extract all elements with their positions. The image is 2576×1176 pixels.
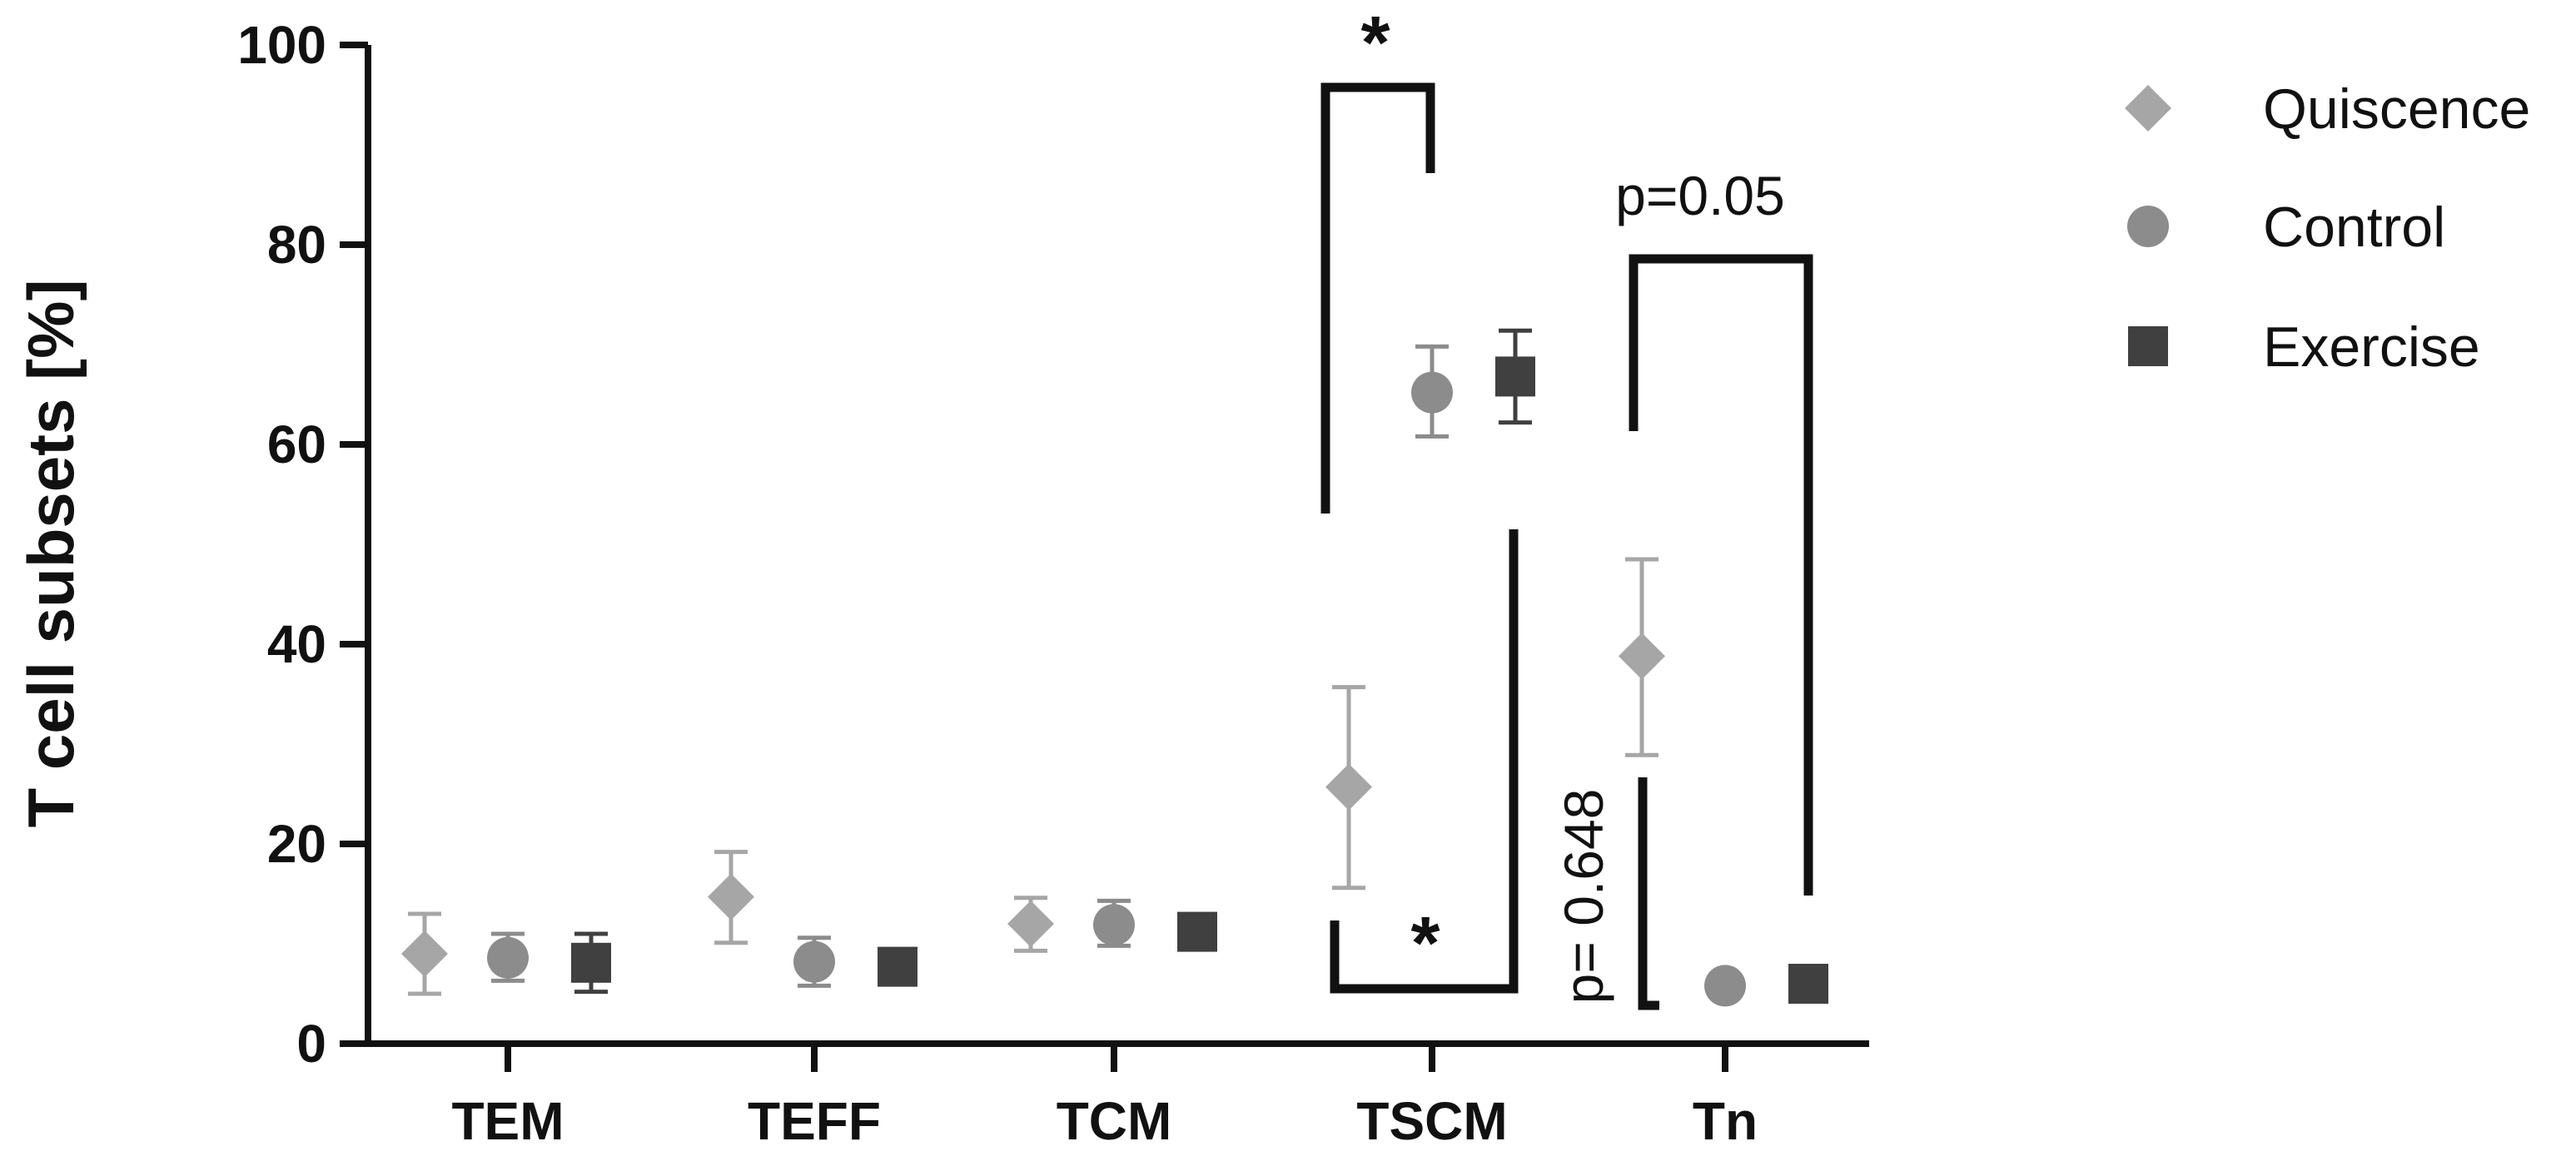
bracket-tn-top xyxy=(1629,254,1813,896)
legend-label: Control xyxy=(2263,196,2445,259)
significance-annotations: * * p=0.05 p= 0.648 xyxy=(1320,2,1813,1010)
data-point-exercise xyxy=(571,942,611,983)
data-point-quiscence xyxy=(1619,633,1665,680)
x-tick-label: TEM xyxy=(451,1091,564,1151)
x-tick-label: TCM xyxy=(1057,1091,1172,1151)
bracket-tscm-top xyxy=(1320,82,1435,514)
data-point-exercise xyxy=(1495,356,1535,397)
legend-marker-quiscence xyxy=(2125,85,2171,131)
data-point-control xyxy=(1411,371,1453,414)
bracket-tn-left xyxy=(1638,777,1659,1010)
data-point-quiscence xyxy=(708,873,754,920)
y-tick-label: 0 xyxy=(296,1014,326,1074)
y-tick-label: 40 xyxy=(267,614,326,674)
x-tick-label: TSCM xyxy=(1356,1091,1507,1151)
y-tick-label: 60 xyxy=(267,414,326,474)
data-point-quiscence xyxy=(401,930,448,977)
data-point-exercise xyxy=(1177,911,1217,952)
x-tick-label: TEFF xyxy=(748,1091,881,1151)
data-point-control xyxy=(1093,904,1135,946)
data-point-control xyxy=(487,936,529,979)
data-point-quiscence xyxy=(1325,763,1372,811)
y-tick-label: 80 xyxy=(267,215,326,275)
legend-marker-exercise xyxy=(2128,326,2168,366)
legend-label: Quiscence xyxy=(2263,77,2530,141)
y-axis-title: T cell subsets [%] xyxy=(14,280,87,828)
bracket-tscm-bottom xyxy=(1330,529,1519,994)
significance-star: * xyxy=(1360,2,1390,85)
data-point-quiscence xyxy=(1007,901,1054,947)
legend-marker-control xyxy=(2127,206,2169,247)
legend-label: Exercise xyxy=(2263,315,2480,379)
significance-star: * xyxy=(1410,902,1440,985)
data-point-exercise xyxy=(1788,964,1828,1004)
x-tick-label: Tn xyxy=(1693,1091,1758,1151)
data-point-control xyxy=(1704,965,1746,1007)
data-point-exercise xyxy=(878,946,918,987)
legend: Quiscence Control Exercise xyxy=(2125,77,2530,379)
data-point-control xyxy=(793,940,835,983)
y-tick-label: 100 xyxy=(237,15,326,75)
p-value-label: p= 0.648 xyxy=(1553,789,1614,1005)
data-points xyxy=(401,328,1828,1007)
axes: 0 20 40 60 80 100 TEM TEFF TCM TSCM Tn xyxy=(237,15,1869,1151)
y-tick-label: 20 xyxy=(267,814,326,874)
p-value-label: p=0.05 xyxy=(1615,165,1785,226)
